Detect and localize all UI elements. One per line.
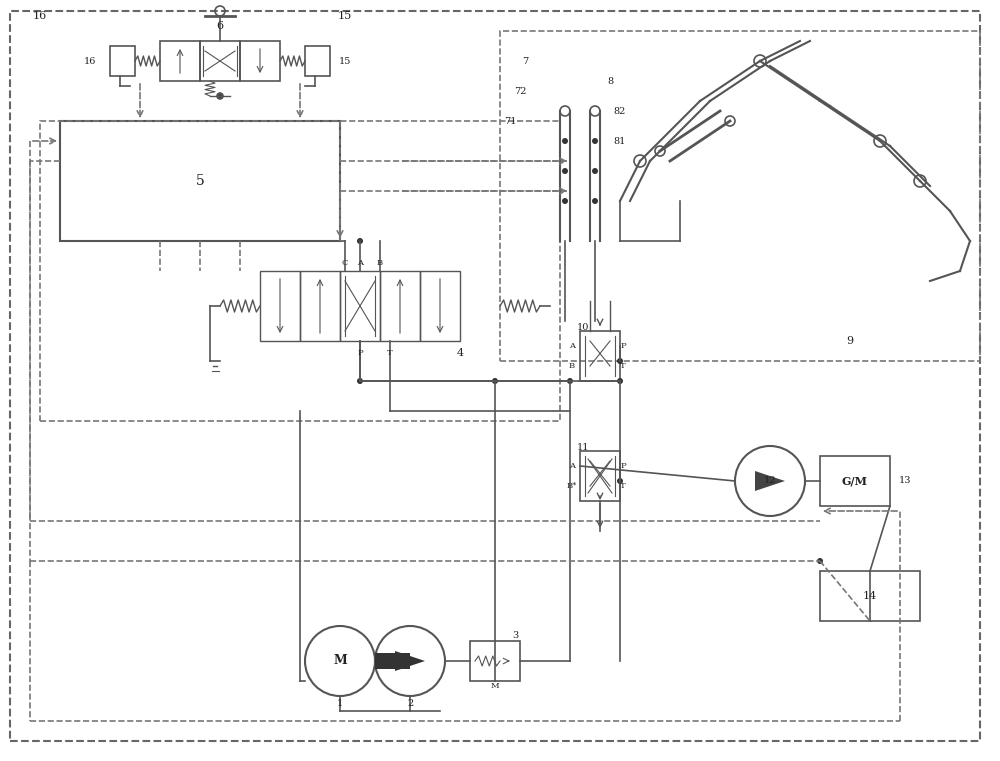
Text: P: P [620,462,626,470]
Circle shape [617,378,623,384]
Text: 9: 9 [846,336,854,346]
Circle shape [562,138,568,144]
Circle shape [592,168,598,174]
Text: 81: 81 [614,136,626,145]
Text: 71: 71 [504,116,516,126]
Text: P: P [620,342,626,350]
Text: A: A [357,259,363,267]
Text: B: B [569,362,575,370]
Text: B*: B* [567,482,577,490]
Text: 16: 16 [84,56,96,65]
Text: 15: 15 [338,11,352,21]
Text: A: A [569,342,575,350]
Text: T: T [387,349,393,357]
Text: 12: 12 [764,476,776,486]
Text: 8: 8 [607,77,613,85]
Text: P: P [357,349,363,357]
Text: 15: 15 [339,56,351,65]
Text: T: T [620,362,626,370]
Circle shape [357,378,363,384]
Text: A: A [569,462,575,470]
Circle shape [562,168,568,174]
Text: 10: 10 [577,323,589,333]
Circle shape [567,378,573,384]
Circle shape [817,558,823,564]
Text: 3: 3 [512,632,518,641]
Text: 14: 14 [863,591,877,601]
Polygon shape [375,653,410,669]
Text: 11: 11 [577,444,589,453]
Text: M: M [491,682,499,690]
Text: 4: 4 [456,348,464,358]
Text: 5: 5 [196,174,204,188]
Text: T: T [620,482,626,490]
Text: 16: 16 [33,11,47,21]
Text: 1: 1 [337,699,343,708]
Text: 7: 7 [522,56,528,65]
Text: 13: 13 [899,476,911,486]
Circle shape [562,198,568,204]
Text: B: B [377,259,383,267]
Circle shape [217,93,223,99]
Circle shape [617,358,623,364]
Circle shape [617,478,623,484]
Circle shape [357,238,363,244]
Text: G/M: G/M [842,476,868,486]
Circle shape [492,378,498,384]
Polygon shape [755,471,785,491]
Polygon shape [395,651,425,671]
Text: M: M [333,654,347,667]
Text: 72: 72 [514,87,526,95]
Circle shape [592,138,598,144]
Text: 2: 2 [407,699,413,708]
Text: 6: 6 [216,21,224,31]
Polygon shape [60,121,340,241]
Text: C: C [342,259,348,267]
Circle shape [592,198,598,204]
Text: 82: 82 [614,107,626,116]
